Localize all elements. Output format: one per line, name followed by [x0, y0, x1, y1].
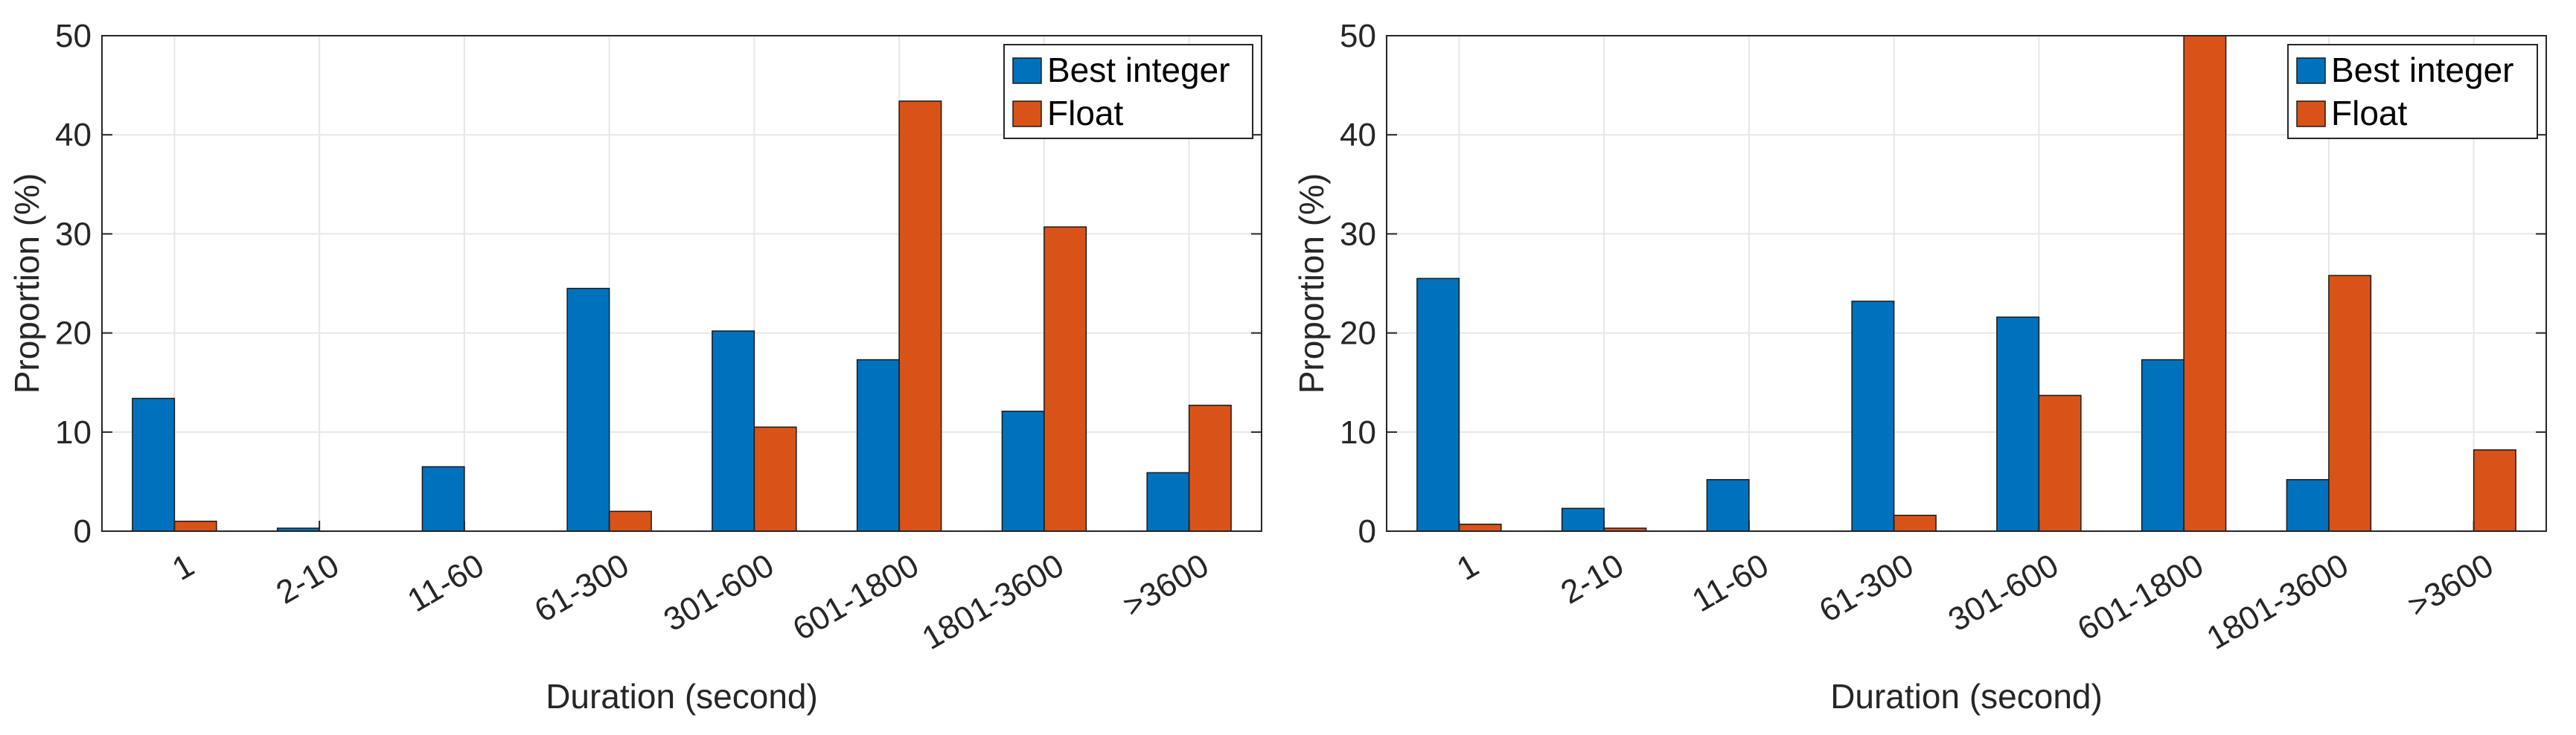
bar-best-integer-0: [132, 397, 176, 532]
legend-label: Best integer: [1047, 51, 1230, 89]
bar-float-4: [2038, 394, 2082, 532]
legend-box: [1003, 44, 1253, 139]
y-tick-label: 20: [55, 315, 92, 352]
x-tick-label: 301-600: [658, 547, 780, 638]
bar-float-6: [2328, 275, 2372, 532]
bar-best-integer-5: [856, 359, 900, 532]
x-axis-label: Duration (second): [546, 677, 818, 716]
x-tick-label: 1801-3600: [2201, 547, 2355, 657]
bar-float-7: [2473, 449, 2516, 532]
bar-best-integer-4: [1996, 316, 2040, 532]
x-tick-label: 1: [1451, 547, 1485, 588]
y-tick-label: 0: [74, 513, 92, 550]
bar-float-0: [1458, 523, 1502, 532]
bar-best-integer-3: [1851, 301, 1895, 532]
x-tick-label: 11-60: [1686, 547, 1774, 619]
bar-float-7: [1188, 405, 1232, 532]
bar-best-integer-0: [1416, 277, 1460, 532]
x-tick-label: 2-10: [270, 547, 345, 611]
legend: Best integer Float: [1003, 44, 1253, 139]
chart-panel-left: 0 10 20 30 40 50 1 2-10 11-60 61-300 301-600 601-18…: [7, 18, 1262, 716]
y-tick-label: 30: [55, 216, 92, 252]
y-tick-label: 40: [1340, 117, 1376, 153]
legend-swatch: [2296, 100, 2326, 127]
bar-best-integer-3: [566, 287, 610, 532]
bar-float-4: [753, 426, 797, 532]
x-tick-label: 11-60: [401, 547, 490, 619]
bar-float-3: [608, 510, 652, 532]
legend-label: Best integer: [2331, 51, 2513, 89]
legend-label: Float: [2331, 94, 2407, 132]
x-tick-label: 1801-3600: [916, 547, 1070, 657]
bar-float-3: [1893, 514, 1937, 532]
bar-best-integer-7: [1146, 472, 1190, 532]
y-axis-label: Proportion (%): [1292, 173, 1331, 394]
x-tick-label: 601-1800: [787, 547, 925, 647]
y-tick-label: 30: [1340, 216, 1376, 252]
legend-box: [2287, 44, 2538, 139]
y-tick-label: 10: [1340, 414, 1376, 451]
x-tick-label: 61-300: [528, 547, 635, 629]
bar-best-integer-6: [1001, 411, 1045, 532]
y-tick-label: 50: [1340, 18, 1376, 54]
bar-chart-left: 0 10 20 30 40 50 1 2-10 11-60 61-300 301-600 601-18…: [7, 18, 1262, 716]
x-tick-label: >3600: [2402, 547, 2500, 624]
bar-best-integer-6: [2286, 478, 2330, 532]
bar-best-integer-1: [1561, 507, 1605, 532]
legend-swatch: [2296, 57, 2326, 84]
bar-best-integer-2: [1706, 478, 1750, 532]
y-tick-label: 0: [1358, 513, 1376, 550]
y-tick-label: 50: [55, 18, 92, 54]
x-tick-label: 1: [166, 547, 200, 588]
x-tick-label: 61-300: [1813, 547, 1920, 629]
x-axis-label: Duration (second): [1830, 677, 2103, 716]
bar-float-5: [898, 100, 942, 532]
axes-box: [1386, 35, 2547, 532]
legend-label: Float: [1047, 94, 1123, 132]
y-tick-label: 10: [55, 414, 92, 451]
y-tick-label: 20: [1340, 315, 1376, 352]
x-tick-label: 601-1800: [2071, 547, 2210, 647]
bar-chart-right: 0 10 20 30 40 50 1 2-10 11-60 61-300 301-600 601-18…: [1292, 18, 2547, 716]
x-tick-label: 301-600: [1943, 547, 2065, 638]
y-tick-label: 40: [55, 117, 92, 153]
x-tick-label: 2-10: [1555, 547, 1630, 611]
bar-float-6: [1043, 226, 1087, 532]
bar-float-5: [2183, 35, 2227, 532]
legend-swatch: [1012, 100, 1042, 127]
axes-box: [101, 35, 1262, 532]
x-tick-label: >3600: [1117, 547, 1215, 624]
bar-best-integer-4: [712, 330, 755, 532]
y-axis-label: Proportion (%): [7, 173, 46, 394]
chart-panel-right: 0 10 20 30 40 50 1 2-10 11-60 61-300 301-600 601-18…: [1288, 0, 2576, 735]
bar-best-integer-2: [421, 466, 465, 532]
bar-float-0: [173, 520, 217, 532]
bar-best-integer-5: [2141, 359, 2185, 532]
legend-swatch: [1012, 57, 1042, 84]
legend: Best integer Float: [2287, 44, 2538, 139]
